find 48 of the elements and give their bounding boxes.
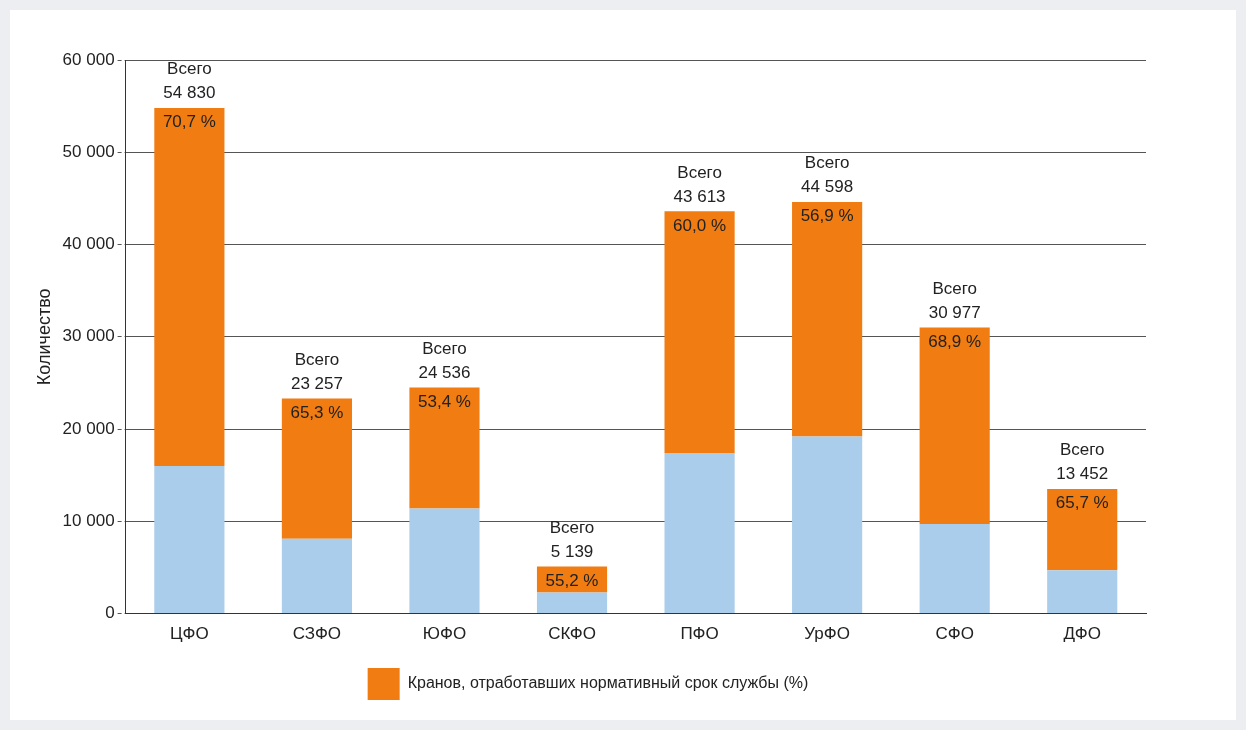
y-tick-label: 50 000 — [62, 141, 115, 161]
x-tick-label: ДФО — [1063, 624, 1101, 644]
total-label: Всего 44 598 — [801, 153, 854, 197]
bar — [281, 538, 352, 614]
bar — [1047, 570, 1118, 614]
bar — [409, 387, 480, 509]
bar — [919, 524, 990, 614]
x-tick-label: ЦФО — [170, 624, 209, 644]
total-label: Всего 54 830 — [163, 59, 216, 103]
bar — [792, 202, 863, 437]
bar — [154, 465, 225, 614]
y-tick-label: 60 000 — [62, 49, 115, 69]
annotation: 70,7 % — [162, 112, 216, 132]
x-tick-label: СФО — [935, 624, 974, 644]
legend-label: Кранов, отработавших нормативный срок службы (%) — [407, 674, 809, 692]
total-label: Всего 5 139 — [549, 517, 595, 561]
y-tick-label: 20 000 — [62, 418, 115, 438]
x-tick-label: ЮФО — [422, 624, 467, 644]
bar — [919, 327, 990, 525]
annotation: 65,7 % — [1055, 493, 1109, 513]
total-label: Всего 24 536 — [418, 338, 471, 382]
total-label: Всего 13 452 — [1056, 440, 1109, 484]
total-label: Всего 43 613 — [673, 162, 726, 206]
total-label: Всего 23 257 — [290, 349, 343, 393]
x-tick-label: СЗФО — [292, 624, 342, 644]
y-tick-label: 0 — [105, 603, 115, 623]
x-tick-label: ПФО — [680, 624, 719, 644]
bar — [409, 508, 480, 614]
y-tick-label: 30 000 — [62, 326, 115, 346]
x-tick-label: СКФО — [548, 624, 596, 644]
x-tick-label: УрФО — [804, 624, 850, 644]
annotation: 55,2 % — [545, 570, 599, 590]
bar — [1047, 489, 1118, 571]
y-tick-label: 40 000 — [62, 234, 115, 254]
bar — [664, 211, 735, 454]
total-label: Всего 30 977 — [928, 278, 981, 322]
annotation: 65,3 % — [290, 402, 344, 422]
bar — [792, 436, 863, 614]
bar — [154, 107, 225, 466]
bar — [281, 398, 352, 539]
bar — [536, 592, 608, 614]
annotation: 60,0 % — [673, 215, 727, 235]
annotation: 56,9 % — [800, 206, 854, 226]
bar — [664, 453, 735, 614]
y-axis-title: Количество — [33, 288, 54, 386]
annotation: 53,4 % — [418, 391, 471, 411]
annotation: 68,9 % — [928, 331, 982, 351]
y-tick-label: 10 000 — [62, 511, 115, 531]
